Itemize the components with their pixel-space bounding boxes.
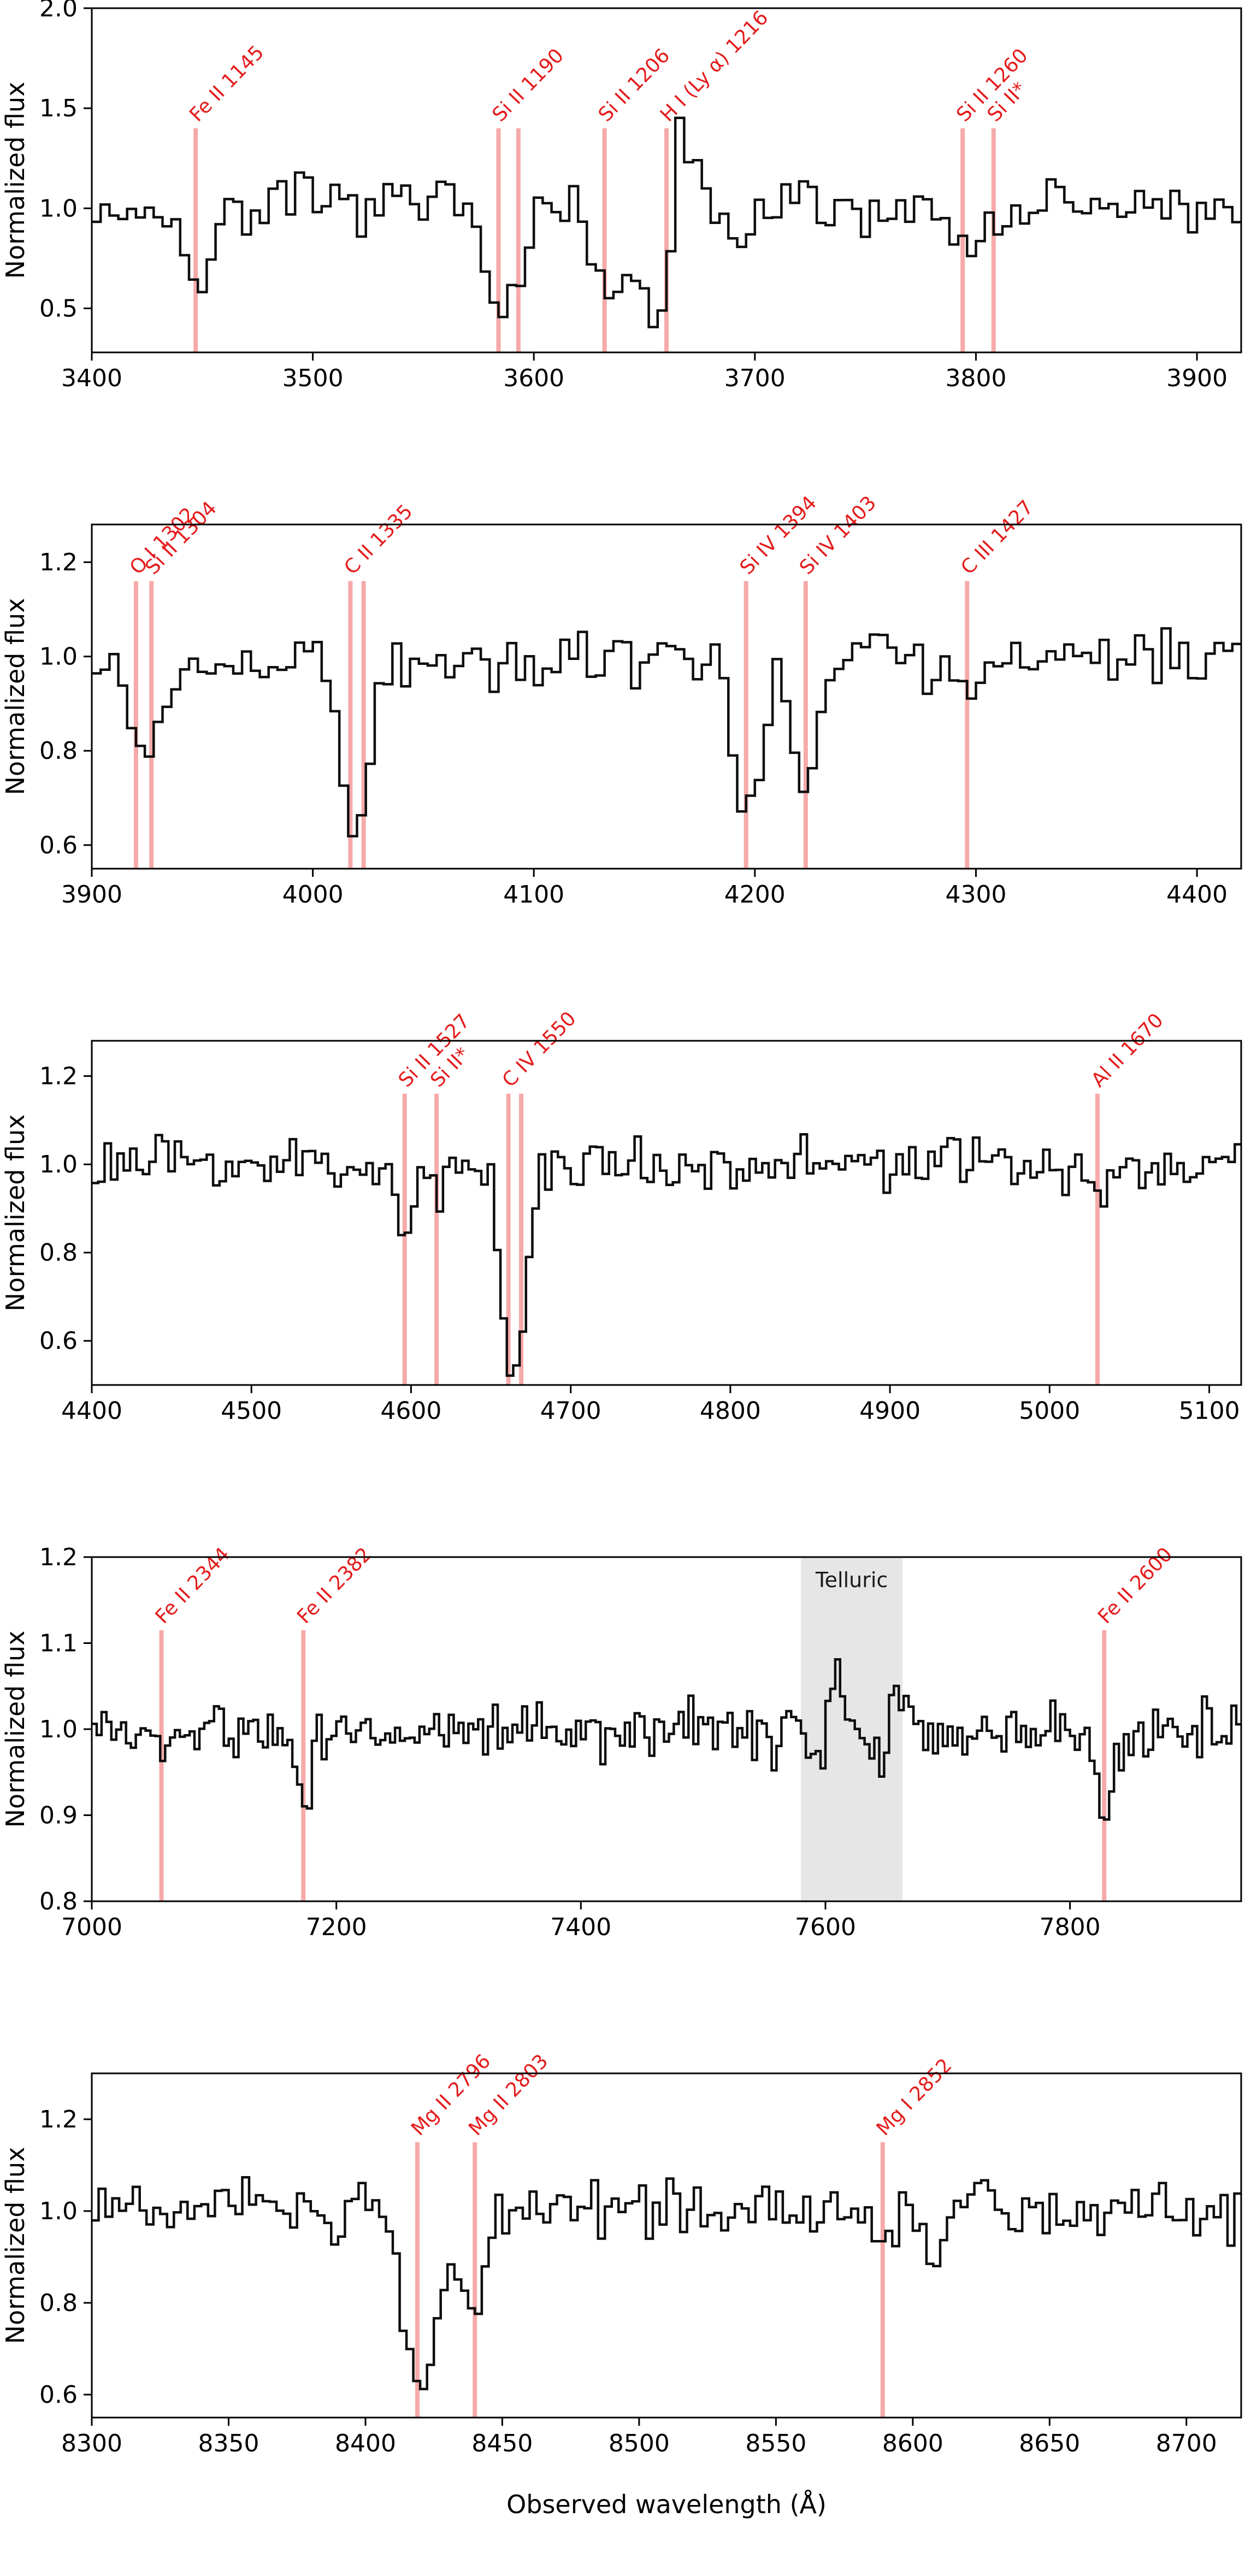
absorption-label: C II 1335 [340,500,417,579]
x-tick-label: 4200 [724,881,786,909]
x-tick-label: 4400 [61,1397,122,1425]
spectrum-line [92,2176,1241,2391]
x-tick-label: 3900 [1166,364,1228,392]
x-tick-label: 8450 [471,2430,533,2457]
panel-4: Telluric Fe II 2344 Fe II 2382 Fe II 2600 70… [1,1543,1242,1941]
x-tick-label: 7600 [795,1913,856,1941]
y-tick-label: 0.6 [39,2381,78,2409]
x-tick-label: 8350 [198,2430,259,2457]
absorption-label: Al II 1670 [1087,1009,1168,1092]
y-tick-label: 1.5 [39,95,78,122]
y-tick-label: 1.2 [39,1543,78,1571]
y-tick-label: 1.0 [39,643,78,671]
y-tick-label: 2.0 [39,0,78,22]
x-tick-label: 5100 [1179,1397,1240,1425]
absorption-label: C IV 1550 [498,1007,581,1092]
x-axis-label: Observed wavelength (Å) [506,2490,827,2519]
y-axis-label: Normalized flux [1,1631,30,1828]
y-tick-label: 1.2 [39,1063,78,1090]
absorption-label: Si II 1190 [488,44,568,126]
x-tick-label: 4600 [380,1397,441,1425]
x-tick-label: 8300 [61,2430,122,2457]
y-tick-label: 0.8 [39,737,78,765]
x-tick-label: 7800 [1040,1913,1101,1941]
absorption-label: C III 1427 [957,496,1038,579]
x-tick-label: 4300 [946,881,1007,909]
x-tick-label: 3900 [61,881,122,909]
x-tick-label: 7200 [306,1913,367,1941]
y-tick-label: 0.8 [39,1239,78,1267]
y-tick-label: 1.1 [39,1630,78,1658]
y-tick-label: 1.2 [39,549,78,576]
absorption-label: Mg I 2852 [872,2054,957,2140]
panel-frame [91,7,1242,353]
y-tick-label: 1.2 [39,2106,78,2133]
x-tick-label: 3700 [724,364,786,392]
x-tick-label: 8500 [609,2430,670,2457]
x-tick-label: 3800 [946,364,1007,392]
y-tick-label: 0.6 [39,832,78,859]
y-tick-label: 1.0 [39,194,78,222]
x-tick-label: 8550 [745,2430,806,2457]
absorption-label: H I (Ly α) 1216 [656,7,773,126]
x-tick-label: 7000 [61,1913,122,1941]
absorption-label: Fe II 2600 [1094,1543,1177,1629]
x-tick-label: 4500 [221,1397,282,1425]
x-tick-label: 7400 [550,1913,611,1941]
y-tick-label: 1.0 [39,1716,78,1743]
y-tick-label: 0.8 [39,2289,78,2317]
x-tick-label: 4000 [282,881,344,909]
x-tick-label: 4700 [540,1397,601,1425]
x-tick-label: 3500 [282,364,344,392]
y-tick-label: 0.9 [39,1802,78,1830]
panel-frame [91,1040,1242,1386]
x-tick-label: 3600 [503,364,564,392]
spectrum-line [92,1658,1241,1821]
telluric-band [801,1557,902,1901]
x-tick-label: 8650 [1019,2430,1080,2457]
x-tick-label: 4400 [1166,881,1228,909]
x-tick-label: 8700 [1156,2430,1217,2457]
spectrum-line [92,1133,1241,1377]
panel-frame [91,523,1242,870]
y-tick-label: 0.6 [39,1327,78,1355]
x-tick-label: 8600 [882,2430,943,2457]
y-tick-label: 1.0 [39,2197,78,2225]
x-tick-label: 8400 [335,2430,396,2457]
panel-frame [91,2072,1242,2419]
x-tick-label: 4100 [503,881,564,909]
x-tick-label: 5000 [1019,1397,1080,1425]
y-axis-label: Normalized flux [1,1115,30,1312]
y-axis-label: Normalized flux [1,82,30,279]
x-tick-label: 4900 [859,1397,920,1425]
telluric-label: Telluric [815,1568,888,1592]
absorption-label: Fe II 2344 [151,1543,234,1629]
absorption-label: Fe II 1145 [185,42,268,127]
spectrum-line [92,116,1241,328]
y-tick-label: 1.0 [39,1151,78,1178]
absorption-label: Fe II 2382 [293,1543,376,1629]
x-tick-label: 3400 [61,364,122,392]
spectrum-line [92,627,1241,838]
y-tick-label: 0.8 [39,1888,78,1915]
y-tick-label: 0.5 [39,294,78,322]
y-axis-label: Normalized flux [1,598,30,795]
y-axis-label: Normalized flux [1,2147,30,2344]
x-tick-label: 4800 [700,1397,761,1425]
